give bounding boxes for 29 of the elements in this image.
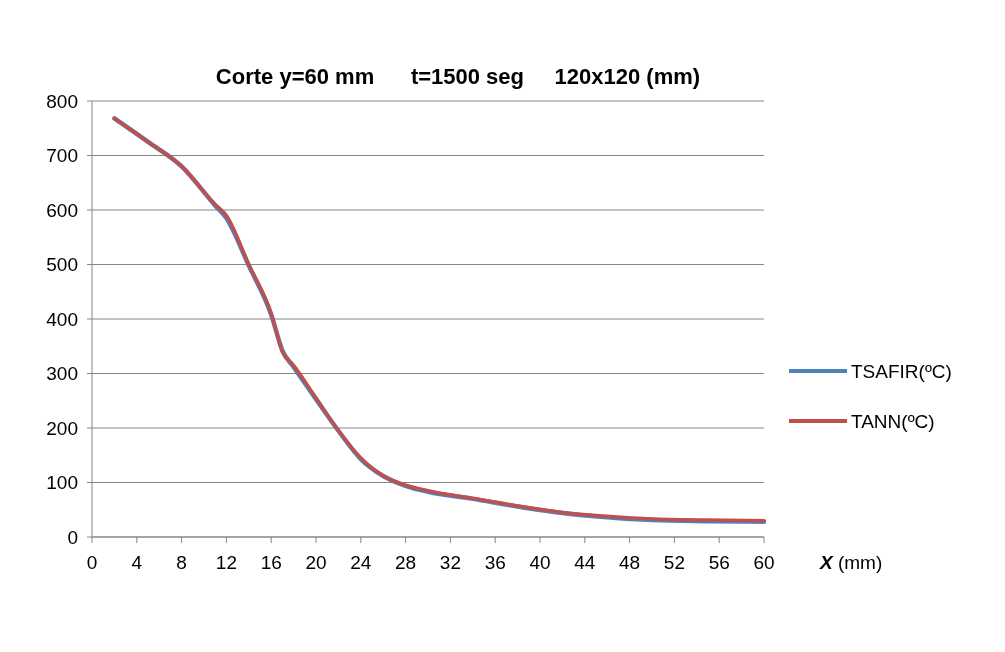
y-tick-label: 600 <box>46 199 78 221</box>
x-tick-label: 8 <box>176 552 187 573</box>
y-tick-label: 400 <box>46 308 78 330</box>
x-tick-label: 56 <box>708 552 730 573</box>
x-tick-label: 40 <box>529 552 551 573</box>
x-tick-label: 12 <box>215 552 237 573</box>
x-axis-title: X (mm) <box>819 552 883 573</box>
x-tick-label: 16 <box>260 552 282 573</box>
x-tick-label: 28 <box>395 552 417 573</box>
y-tick-label: 200 <box>46 417 78 439</box>
x-tick-label: 20 <box>305 552 327 573</box>
x-tick-label: 52 <box>663 552 685 573</box>
x-tick-label: 0 <box>86 552 98 573</box>
y-tick-label: 0 <box>67 526 78 548</box>
x-tick-label: 60 <box>753 552 775 573</box>
y-tick-label: 300 <box>46 363 78 385</box>
x-tick-label: 32 <box>439 552 461 573</box>
y-tick-label: 100 <box>46 472 78 494</box>
legend-label: TANN(ºC) <box>851 410 935 432</box>
x-tick-label: 44 <box>574 552 596 573</box>
x-tick-label: 24 <box>350 552 372 573</box>
y-tick-label: 800 <box>46 90 78 112</box>
chart-title: Corte y=60 mm t=1500 seg 120x120 (mm) <box>215 64 701 89</box>
y-tick-label: 700 <box>46 145 78 167</box>
x-tick-label: 4 <box>131 552 143 573</box>
legend-label: TSAFIR(ºC) <box>851 360 952 382</box>
x-tick-label: 48 <box>619 552 641 573</box>
y-tick-label: 500 <box>46 254 78 276</box>
x-tick-label: 36 <box>484 552 506 573</box>
